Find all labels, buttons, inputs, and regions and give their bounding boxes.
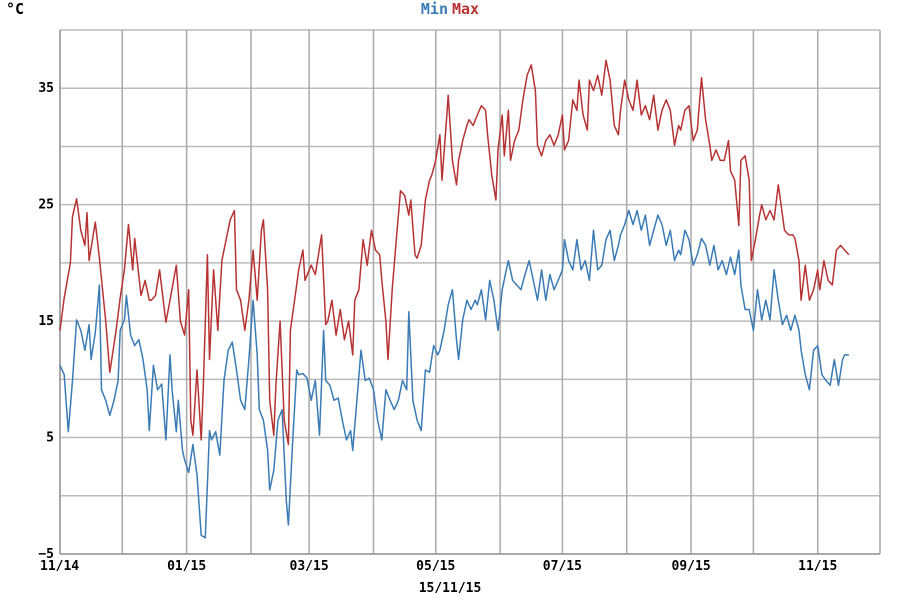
x-tick-label: 01/15 — [167, 559, 206, 574]
y-tick-label: −5 — [38, 547, 54, 562]
series-line-min — [59, 209, 849, 539]
date-footer: 15/11/15 — [418, 581, 482, 596]
legend-entry-max: Max — [452, 0, 480, 18]
legend-entry-min: Min — [420, 0, 448, 18]
x-tick-label: 11/15 — [798, 559, 837, 574]
x-tick-label: 09/15 — [672, 559, 711, 574]
x-tick-label: 11/14 — [40, 559, 79, 574]
series-line-max — [59, 59, 850, 446]
y-tick-label: 25 — [38, 198, 54, 213]
x-tick-label: 07/15 — [543, 559, 582, 574]
y-tick-label: 5 — [46, 431, 54, 446]
legend: Min Max — [0, 0, 900, 18]
y-axis-unit-label: °C — [6, 0, 25, 18]
y-tick-label: 35 — [38, 81, 54, 96]
x-tick-label: 03/15 — [290, 559, 329, 574]
x-tick-label: 05/15 — [416, 559, 455, 574]
y-tick-label: 15 — [38, 314, 54, 329]
